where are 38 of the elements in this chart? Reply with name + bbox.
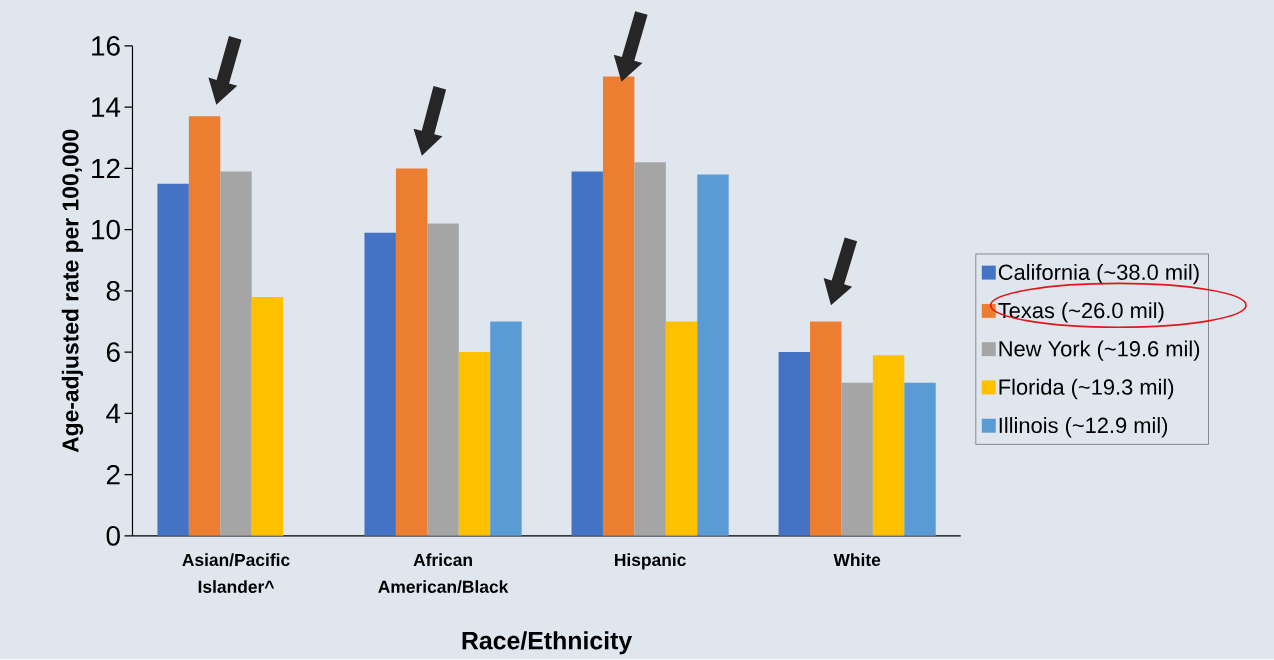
bar [778, 352, 811, 537]
x-tick-label: Hispanic [615, 553, 686, 570]
legend-label: Texas (~26.0 mil) [998, 302, 1164, 323]
y-tick-label: 14 [92, 97, 121, 117]
bar [904, 382, 936, 537]
y-tick-label: 12 [92, 158, 120, 179]
x-tick-label: Asian/Pacific Islander^ [182, 553, 290, 594]
bar [364, 232, 396, 537]
bar [251, 297, 284, 537]
bar [571, 171, 603, 537]
bar [188, 116, 221, 537]
legend-label: New York (~19.6 mil) [999, 340, 1200, 362]
bar [458, 352, 491, 537]
y-tick-label: 8 [106, 281, 120, 301]
bar [872, 355, 905, 537]
x-tick-label: White [833, 553, 881, 567]
x-tick-label: African American/Black [378, 553, 509, 594]
bar [220, 171, 252, 537]
legend-label: Florida (~19.3 mil) [999, 378, 1174, 400]
bar [157, 183, 189, 537]
bar [665, 321, 698, 537]
bar [395, 168, 428, 537]
y-tick-label: 10 [92, 220, 120, 240]
bar [490, 321, 522, 537]
y-axis-title: Age-adjusted rate per 100,000 [61, 130, 84, 453]
y-tick-label: 6 [106, 342, 120, 363]
y-tick-label: 0 [106, 526, 120, 546]
y-tick-label: 16 [92, 36, 120, 56]
legend-label: California (~38.0 mil) [998, 264, 1199, 285]
y-tick-label: 4 [106, 404, 121, 424]
bar [697, 174, 729, 537]
bar [810, 321, 842, 537]
legend-label: Illinois (~12.9 mil) [999, 417, 1168, 438]
x-axis-title: Race/Ethnicity [462, 631, 633, 655]
bar [841, 382, 873, 537]
y-tick-label: 2 [106, 465, 120, 485]
bar [634, 162, 666, 537]
bar [427, 223, 459, 537]
